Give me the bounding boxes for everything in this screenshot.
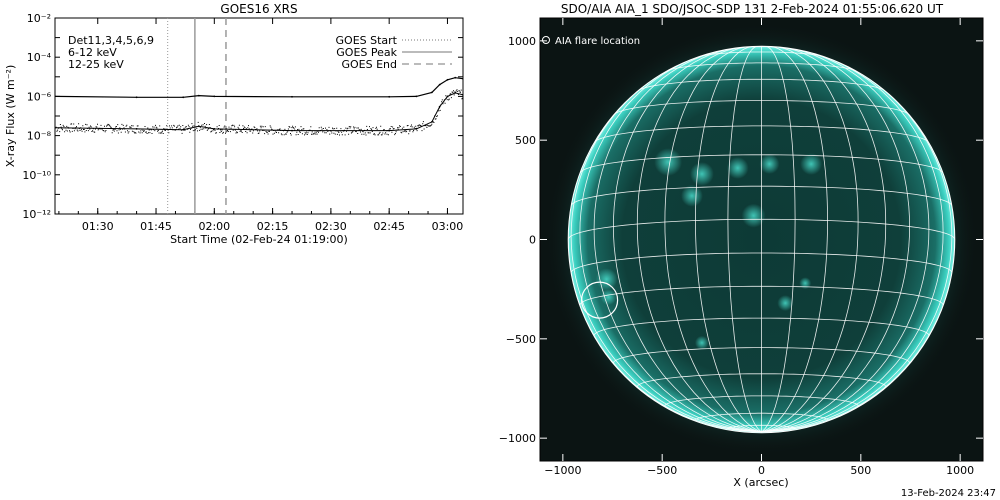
goes-x-tick-label: 02:45 — [373, 220, 405, 233]
goes-series-point — [446, 78, 449, 81]
goes-series-point — [438, 83, 441, 86]
longitude-line — [636, 46, 762, 433]
active-region-blob — [777, 295, 794, 312]
goes-series-point — [454, 76, 457, 79]
goes-x-axis-label: Start Time (02-Feb-24 01:19:00) — [170, 233, 348, 246]
goes-y-tick-label: 10⁻¹⁰ — [22, 169, 51, 182]
aia-y-axis: −1000 −500 0 500 1000 — [499, 35, 983, 445]
aia-legend: AIA flare location — [542, 36, 640, 47]
legend-goes-start-label: GOES Start — [336, 34, 398, 47]
goes-y-tick-label: 10⁻¹² — [22, 208, 51, 221]
longitude-line — [612, 48, 762, 433]
goes-series-point — [182, 96, 185, 99]
goes-channel-high-label: 12-25 keV — [68, 58, 124, 71]
longitude-line — [761, 46, 829, 433]
longitude-line — [761, 54, 944, 433]
longitude-line — [694, 46, 762, 433]
footer-timestamp: 13-Feb-2024 23:47 — [901, 488, 996, 499]
aia-x-tick-label: 500 — [850, 464, 871, 477]
goes-series-point — [462, 77, 463, 80]
goes-channel-low-label: 6-12 keV — [68, 46, 117, 59]
goes-y-tick-label: 10⁻⁴ — [27, 51, 52, 64]
aia-y-tick-label: 1000 — [508, 35, 536, 48]
goes-x-tick-label: 01:30 — [82, 220, 114, 233]
active-region-blob — [689, 162, 714, 186]
active-region-blob — [726, 157, 749, 179]
aia-x-tick-label: −1000 — [544, 464, 581, 477]
aia-x-tick-label: 1000 — [946, 464, 974, 477]
aia-y-tick-label: 0 — [529, 234, 536, 247]
active-region-blob — [681, 184, 703, 207]
goes-x-tick-label: 03:00 — [432, 220, 464, 233]
goes-x-tick-label: 02:15 — [257, 220, 289, 233]
goes-series-2-noise — [55, 89, 463, 136]
goes-y-axis: 10⁻² 10⁻⁴ 10⁻⁶ 10⁻⁸ 10⁻¹⁰ 10⁻¹² — [22, 12, 463, 221]
goes-series-point — [462, 93, 463, 96]
goes-x-tick-label: 02:00 — [198, 220, 230, 233]
legend-goes-peak-label: GOES Peak — [336, 46, 397, 59]
active-region-blob — [694, 335, 709, 350]
solar-limb — [567, 45, 956, 434]
aia-legend-marker — [542, 36, 550, 44]
goes-detectors-label: Det11,3,4,5,6,9 — [68, 34, 154, 47]
legend-goes-end-label: GOES End — [341, 58, 397, 71]
aia-y-tick-label: −1000 — [499, 432, 536, 445]
aia-legend-label: AIA flare location — [555, 36, 640, 47]
goes-series-group — [55, 76, 463, 136]
goes-xrs-panel: GOES16 XRS 10⁻² 10⁻⁴ 10⁻⁶ 10⁻⁸ 10⁻¹⁰ 10⁻¹² 01… — [4, 2, 464, 246]
flare-location-marker — [580, 281, 619, 319]
goes-legend: GOES Start GOES Peak GOES End — [336, 34, 452, 71]
goes-series-point — [291, 129, 293, 132]
longitude-line — [664, 46, 762, 433]
goes-series-point — [388, 95, 391, 98]
goes-series-point — [291, 95, 293, 98]
goes-series-point — [213, 95, 216, 98]
longitude-line — [761, 48, 911, 433]
goes-series-point — [438, 105, 441, 108]
goes-series-point — [197, 94, 200, 97]
goes-series-point — [55, 95, 56, 98]
aia-image-panel: SDO/AIA AIA_1 SDO/JSOC-SDP 131 2-Feb-202… — [499, 2, 984, 489]
goes-chart-title: GOES16 XRS — [220, 2, 297, 16]
aia-chart-title: SDO/AIA AIA_1 SDO/JSOC-SDP 131 2-Feb-202… — [561, 2, 944, 16]
goes-y-tick-label: 10⁻⁸ — [27, 130, 52, 143]
aia-y-tick-label: 500 — [515, 134, 536, 147]
aia-x-axis-label: X (arcsec) — [733, 476, 788, 489]
active-region-blob — [800, 153, 823, 175]
longitude-line — [727, 46, 762, 433]
goes-y-tick-label: 10⁻⁶ — [27, 90, 52, 103]
active-region-blob — [595, 268, 618, 291]
aia-y-tick-label: −500 — [506, 333, 536, 346]
goes-series-line-1 — [55, 77, 463, 98]
longitude-line — [761, 76, 953, 433]
goes-x-tick-label: 01:45 — [140, 220, 172, 233]
aia-x-tick-label: 0 — [758, 464, 765, 477]
goes-series-line-2 — [55, 92, 463, 132]
longitude-line — [579, 54, 762, 433]
goes-x-axis: 01:30 01:45 02:00 02:15 02:30 02:45 03:00 — [58, 18, 464, 233]
longitude-line — [761, 49, 930, 433]
active-region-blob — [759, 154, 780, 174]
longitude-line — [761, 46, 796, 433]
goes-x-tick-label: 02:30 — [315, 220, 347, 233]
active-region-blob — [600, 289, 617, 306]
goes-event-lines — [167, 18, 227, 214]
goes-y-tick-label: 10⁻² — [27, 12, 51, 25]
goes-series-point — [431, 91, 433, 94]
longitude-line — [593, 49, 762, 433]
longitude-line — [570, 76, 762, 433]
goes-series-point — [135, 96, 138, 99]
active-region-blob — [741, 203, 766, 228]
active-regions — [595, 148, 823, 350]
goes-series-point — [415, 95, 418, 98]
goes-y-axis-label: X-ray Flux (W m⁻²) — [4, 65, 17, 167]
active-region-blob — [799, 277, 812, 290]
longitude-line — [761, 46, 859, 433]
active-region-blob — [654, 148, 683, 176]
aia-x-axis: −1000 −500 0 500 1000 — [544, 18, 974, 477]
aia-x-tick-label: −500 — [647, 464, 677, 477]
longitude-line — [761, 46, 887, 433]
